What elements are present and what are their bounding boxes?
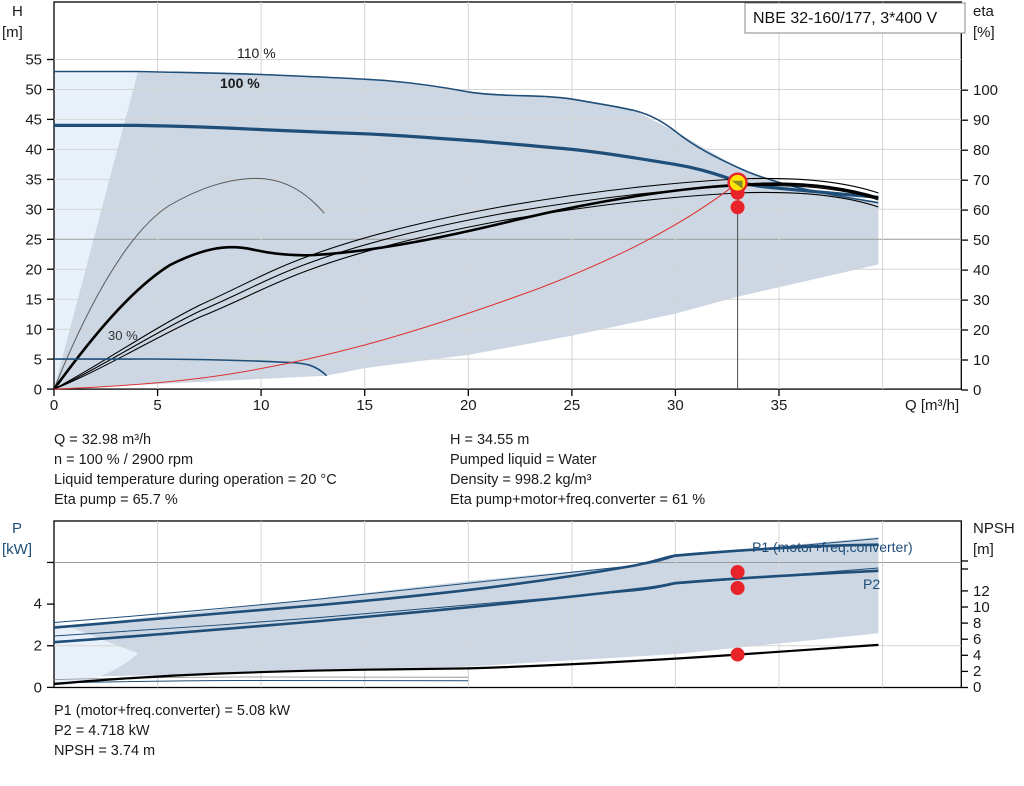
svg-text:Eta pump = 65.7 %: Eta pump = 65.7 % <box>54 492 178 508</box>
svg-text:5: 5 <box>34 352 42 369</box>
svg-text:30: 30 <box>973 292 990 309</box>
svg-text:50: 50 <box>25 82 42 99</box>
svg-text:12: 12 <box>973 583 990 600</box>
svg-text:[kW]: [kW] <box>2 541 32 558</box>
svg-text:35: 35 <box>25 172 42 189</box>
svg-text:NPSH = 3.74 m: NPSH = 3.74 m <box>54 743 155 759</box>
svg-text:20: 20 <box>25 262 42 279</box>
svg-text:20: 20 <box>973 322 990 339</box>
svg-text:4: 4 <box>973 647 981 664</box>
svg-text:Pumped liquid = Water: Pumped liquid = Water <box>450 452 597 468</box>
svg-text:0: 0 <box>50 397 58 414</box>
svg-text:NBE 32-160/177, 3*400 V: NBE 32-160/177, 3*400 V <box>753 10 937 27</box>
svg-text:15: 15 <box>356 397 373 414</box>
svg-text:0: 0 <box>34 382 42 399</box>
svg-text:20: 20 <box>460 397 477 414</box>
svg-text:Q = 32.98 m³/h: Q = 32.98 m³/h <box>54 432 151 448</box>
svg-text:55: 55 <box>25 52 42 69</box>
svg-text:H = 34.55 m: H = 34.55 m <box>450 432 529 448</box>
svg-text:[m]: [m] <box>973 541 994 558</box>
svg-text:[m]: [m] <box>2 24 23 41</box>
svg-text:2: 2 <box>973 663 981 680</box>
svg-text:NPSH: NPSH <box>973 520 1015 537</box>
svg-text:60: 60 <box>973 202 990 219</box>
svg-text:100 %: 100 % <box>220 75 260 91</box>
svg-text:10: 10 <box>973 352 990 369</box>
svg-text:30 %: 30 % <box>108 328 138 343</box>
svg-text:30: 30 <box>25 202 42 219</box>
svg-text:80: 80 <box>973 142 990 159</box>
svg-text:H: H <box>12 3 23 20</box>
svg-text:0: 0 <box>34 680 42 697</box>
svg-text:8: 8 <box>973 615 981 632</box>
svg-text:40: 40 <box>25 142 42 159</box>
svg-text:30: 30 <box>667 397 684 414</box>
svg-text:[%]: [%] <box>973 24 995 41</box>
svg-text:Liquid temperature during oper: Liquid temperature during operation = 20… <box>54 472 337 488</box>
svg-text:4: 4 <box>34 596 42 613</box>
svg-text:0: 0 <box>973 382 981 399</box>
svg-text:P1 (motor+freq.converter): P1 (motor+freq.converter) <box>752 539 913 555</box>
svg-text:P2: P2 <box>863 576 880 592</box>
svg-text:45: 45 <box>25 112 42 129</box>
svg-text:40: 40 <box>973 262 990 279</box>
svg-text:10: 10 <box>253 397 270 414</box>
svg-text:P1 (motor+freq.converter) = 5.: P1 (motor+freq.converter) = 5.08 kW <box>54 703 290 719</box>
svg-text:25: 25 <box>25 232 42 249</box>
svg-text:10: 10 <box>25 322 42 339</box>
svg-text:5: 5 <box>153 397 161 414</box>
svg-text:P2 = 4.718 kW: P2 = 4.718 kW <box>54 723 150 739</box>
svg-text:0: 0 <box>973 679 981 696</box>
svg-text:Density = 998.2 kg/m³: Density = 998.2 kg/m³ <box>450 472 592 488</box>
svg-text:15: 15 <box>25 292 42 309</box>
svg-text:35: 35 <box>771 397 788 414</box>
svg-text:50: 50 <box>973 232 990 249</box>
svg-text:100: 100 <box>973 82 998 99</box>
svg-text:Eta pump+motor+freq.converter: Eta pump+motor+freq.converter = 61 % <box>450 492 705 508</box>
svg-text:110 %: 110 % <box>237 45 276 61</box>
svg-text:90: 90 <box>973 112 990 129</box>
svg-text:eta: eta <box>973 3 995 20</box>
svg-text:10: 10 <box>973 599 990 616</box>
svg-text:Q [m³/h]: Q [m³/h] <box>905 397 959 414</box>
svg-text:6: 6 <box>973 631 981 648</box>
svg-text:2: 2 <box>34 638 42 655</box>
svg-text:n = 100 % / 2900 rpm: n = 100 % / 2900 rpm <box>54 452 193 468</box>
svg-text:25: 25 <box>564 397 581 414</box>
svg-text:70: 70 <box>973 172 990 189</box>
svg-text:P: P <box>12 520 22 537</box>
